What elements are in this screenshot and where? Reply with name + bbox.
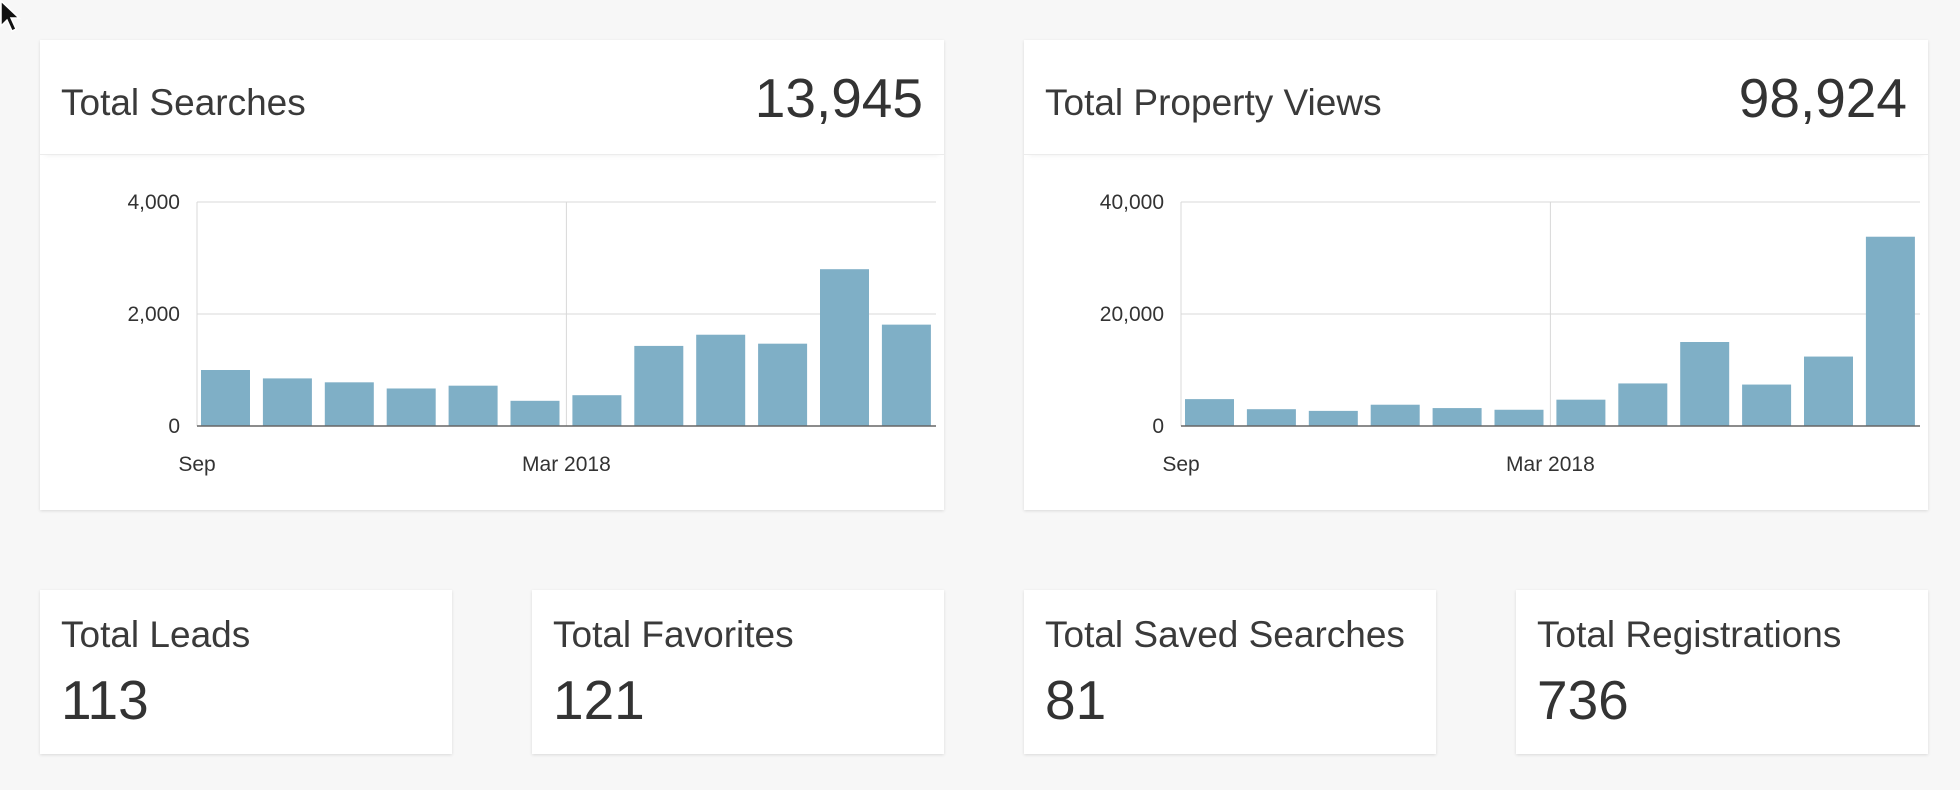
stat-label: Total Leads [61,614,251,655]
bar[interactable] [510,400,560,426]
total-leads-card: Total Leads 113 [40,590,452,754]
bar[interactable] [820,269,869,426]
card-total-value: 13,945 [754,67,923,129]
stat-value: 736 [1537,669,1629,731]
stat-value: 81 [1045,669,1107,731]
mouse-cursor-icon [0,0,21,33]
total-registrations-card: Total Registrations 736 [1516,590,1928,754]
card-header: Total Searches 13,945 [40,40,944,155]
stat-value: 113 [61,669,149,731]
card-title: Total Searches [61,82,306,123]
bar[interactable] [881,324,931,426]
bar[interactable] [324,382,374,426]
card-title: Total Property Views [1045,82,1382,123]
bar[interactable] [262,378,312,426]
bar[interactable] [1556,399,1606,426]
x-tick-label: Mar 2018 [522,453,611,476]
bar[interactable] [1804,356,1853,426]
x-tick-label: Sep [178,453,215,476]
bar[interactable] [1742,384,1792,426]
y-tick-label: 2,000 [127,303,180,326]
y-tick-label: 0 [168,415,180,438]
total-searches-card: Total Searches 13,945 0 2,000 4,000 Sep Mar … [40,40,944,510]
bar[interactable] [1432,408,1482,426]
stat-label: Total Favorites [553,614,794,655]
x-tick-label: Sep [1162,453,1199,476]
bar[interactable] [386,388,436,426]
bar[interactable] [1370,404,1420,426]
stat-label: Total Registrations [1537,614,1842,655]
total-property-views-card: Total Property Views 98,924 0 20,000 40,00… [1024,40,1928,510]
property-views-bar-chart: 0 20,000 40,000 Sep Mar 2018 [1100,191,1920,476]
bar[interactable] [1308,410,1358,426]
bar[interactable] [758,343,808,426]
stat-label: Total Saved Searches [1045,614,1405,655]
bar[interactable] [696,334,746,426]
total-saved-searches-card: Total Saved Searches 81 [1024,590,1436,754]
bar[interactable] [634,345,684,426]
x-tick-label: Mar 2018 [1506,453,1595,476]
y-tick-label: 4,000 [127,191,180,214]
card-header: Total Property Views 98,924 [1024,40,1928,155]
bar[interactable] [201,370,250,426]
bar[interactable] [1865,236,1915,426]
bar[interactable] [448,385,498,426]
bar[interactable] [1494,409,1544,426]
bar[interactable] [1618,383,1668,426]
total-favorites-card: Total Favorites 121 [532,590,944,754]
y-tick-label: 0 [1152,415,1164,438]
bar[interactable] [1246,409,1296,426]
stat-value: 121 [553,669,645,731]
y-tick-label: 40,000 [1100,191,1164,214]
bar[interactable] [572,395,622,426]
card-total-value: 98,924 [1738,67,1907,129]
bar[interactable] [1680,342,1730,426]
searches-bar-chart: 0 2,000 4,000 Sep Mar 2018 [127,191,936,476]
y-tick-label: 20,000 [1100,303,1164,326]
bar[interactable] [1185,399,1234,426]
